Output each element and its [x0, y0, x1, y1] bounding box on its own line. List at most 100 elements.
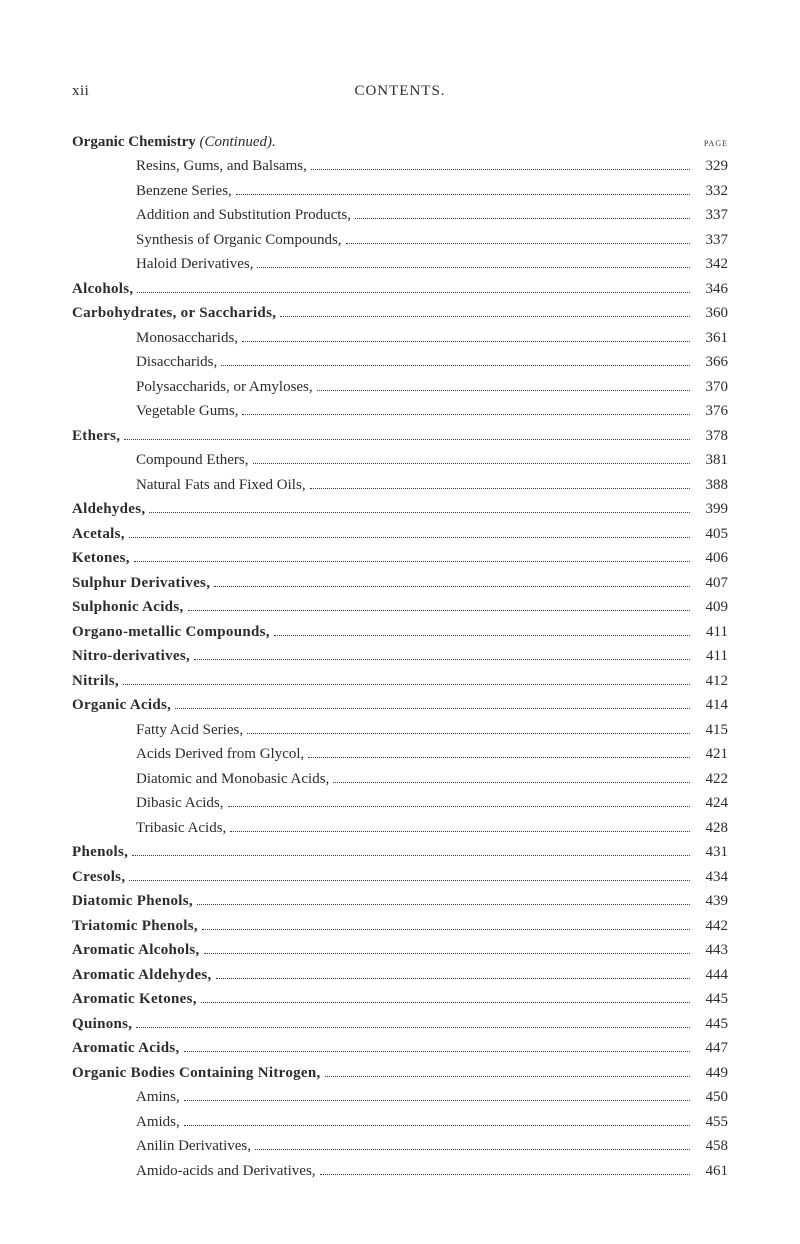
toc-label: Synthesis of Organic Compounds,	[136, 229, 342, 252]
toc-row: Triatomic Phenols,442	[72, 915, 728, 938]
toc-label: Compound Ethers,	[136, 449, 249, 472]
toc-row: Organo-metallic Compounds, 411	[72, 621, 728, 644]
toc-page: 411	[694, 621, 728, 644]
toc-row: Aldehydes,399	[72, 498, 728, 521]
toc-row: Nitro-derivatives,411	[72, 645, 728, 668]
toc-label: Amins,	[136, 1086, 180, 1109]
toc-label: Ethers,	[72, 425, 120, 448]
toc-leader-dots	[346, 232, 690, 244]
running-title: CONTENTS.	[354, 80, 445, 103]
toc-page: 346	[694, 278, 728, 301]
toc-leader-dots	[255, 1139, 690, 1151]
toc-row: Natural Fats and Fixed Oils,388	[72, 474, 728, 497]
toc-label: Organic Acids,	[72, 694, 171, 717]
toc-row: Cresols, 434	[72, 866, 728, 889]
toc-row: Ketones,406	[72, 547, 728, 570]
toc-leader-dots	[317, 379, 690, 391]
toc-row: Amids,455	[72, 1111, 728, 1134]
toc-row: Carbohydrates, or Saccharids, 360	[72, 302, 728, 325]
toc-row: Diatomic Phenols, 439	[72, 890, 728, 913]
toc-leader-dots	[149, 502, 690, 514]
toc-row: Benzene Series, 332	[72, 180, 728, 203]
toc-page: 366	[694, 351, 728, 374]
toc-page: 445	[694, 1013, 728, 1036]
toc-row: Haloid Derivatives, 342	[72, 253, 728, 276]
toc-label: Nitrils,	[72, 670, 119, 693]
toc-row: Acetals,405	[72, 523, 728, 546]
toc-label: Benzene Series,	[136, 180, 232, 203]
toc-page: 361	[694, 327, 728, 350]
toc-row: Compound Ethers,381	[72, 449, 728, 472]
toc-label: Alcohols,	[72, 278, 133, 301]
toc-page: 342	[694, 253, 728, 276]
toc-label: Diatomic and Monobasic Acids,	[136, 768, 329, 791]
toc-page: 388	[694, 474, 728, 497]
toc-label: Polysaccharids, or Amyloses,	[136, 376, 313, 399]
toc-label: Triatomic Phenols,	[72, 915, 198, 938]
toc-page: 411	[694, 645, 728, 668]
toc-label: Aromatic Ketones,	[72, 988, 197, 1011]
toc-label: Aromatic Acids,	[72, 1037, 180, 1060]
toc-label: Fatty Acid Series,	[136, 719, 243, 742]
toc-leader-dots	[204, 943, 690, 955]
page-column-header: page	[698, 133, 728, 151]
toc-label: Aldehydes,	[72, 498, 145, 521]
toc-label: Vegetable Gums,	[136, 400, 238, 423]
toc-label: Resins, Gums, and Balsams,	[136, 155, 307, 178]
toc-label: Cresols,	[72, 866, 125, 889]
toc-leader-dots	[129, 869, 690, 881]
toc-label: Carbohydrates, or Saccharids,	[72, 302, 276, 325]
toc-leader-dots	[129, 526, 690, 538]
section-title-bold: Organic Chemistry	[72, 131, 196, 154]
toc-row: Quinons,445	[72, 1013, 728, 1036]
toc-label: Haloid Derivatives,	[136, 253, 253, 276]
toc-leader-dots	[175, 698, 690, 710]
toc-leader-dots	[136, 1016, 690, 1028]
toc-page: 332	[694, 180, 728, 203]
toc-page: 415	[694, 719, 728, 742]
toc-row: Phenols,431	[72, 841, 728, 864]
toc-label: Aromatic Aldehydes,	[72, 964, 212, 987]
toc-leader-dots	[310, 477, 690, 489]
toc-label: Tribasic Acids,	[136, 817, 226, 840]
toc-leader-dots	[194, 649, 690, 661]
toc-row: Vegetable Gums,376	[72, 400, 728, 423]
toc-row: Monosaccharids, 361	[72, 327, 728, 350]
toc-page: 422	[694, 768, 728, 791]
toc-leader-dots	[325, 1065, 690, 1077]
toc-page: 406	[694, 547, 728, 570]
toc-leader-dots	[228, 796, 691, 808]
toc-page: 329	[694, 155, 728, 178]
toc-row: Synthesis of Organic Compounds,337	[72, 229, 728, 252]
toc-page: 414	[694, 694, 728, 717]
toc-page: 360	[694, 302, 728, 325]
toc-label: Organo-metallic Compounds,	[72, 621, 270, 644]
toc-leader-dots	[188, 600, 690, 612]
toc-label: Acetals,	[72, 523, 125, 546]
toc-row: Amins, 450	[72, 1086, 728, 1109]
toc-row: Amido-acids and Derivatives,461	[72, 1160, 728, 1183]
toc-leader-dots	[201, 992, 690, 1004]
toc-leader-dots	[230, 820, 690, 832]
toc-label: Diatomic Phenols,	[72, 890, 193, 913]
toc-leader-dots	[236, 183, 690, 195]
toc-page: 434	[694, 866, 728, 889]
toc-label: Monosaccharids,	[136, 327, 238, 350]
toc-row: Polysaccharids, or Amyloses,370	[72, 376, 728, 399]
toc-page: 409	[694, 596, 728, 619]
toc-label: Anilin Derivatives,	[136, 1135, 251, 1158]
toc-leader-dots	[242, 330, 690, 342]
toc-page: 450	[694, 1086, 728, 1109]
toc-page: 439	[694, 890, 728, 913]
toc-page: 378	[694, 425, 728, 448]
toc-leader-dots	[132, 845, 690, 857]
toc-leader-dots	[280, 306, 690, 318]
toc-row: Aromatic Alcohols,443	[72, 939, 728, 962]
toc-leader-dots	[320, 1163, 690, 1175]
toc-label: Acids Derived from Glycol,	[136, 743, 304, 766]
running-header: xii CONTENTS. xii	[72, 80, 728, 103]
toc-leader-dots	[184, 1090, 690, 1102]
toc-label: Sulphur Derivatives,	[72, 572, 210, 595]
toc-label: Aromatic Alcohols,	[72, 939, 200, 962]
toc-page: 428	[694, 817, 728, 840]
